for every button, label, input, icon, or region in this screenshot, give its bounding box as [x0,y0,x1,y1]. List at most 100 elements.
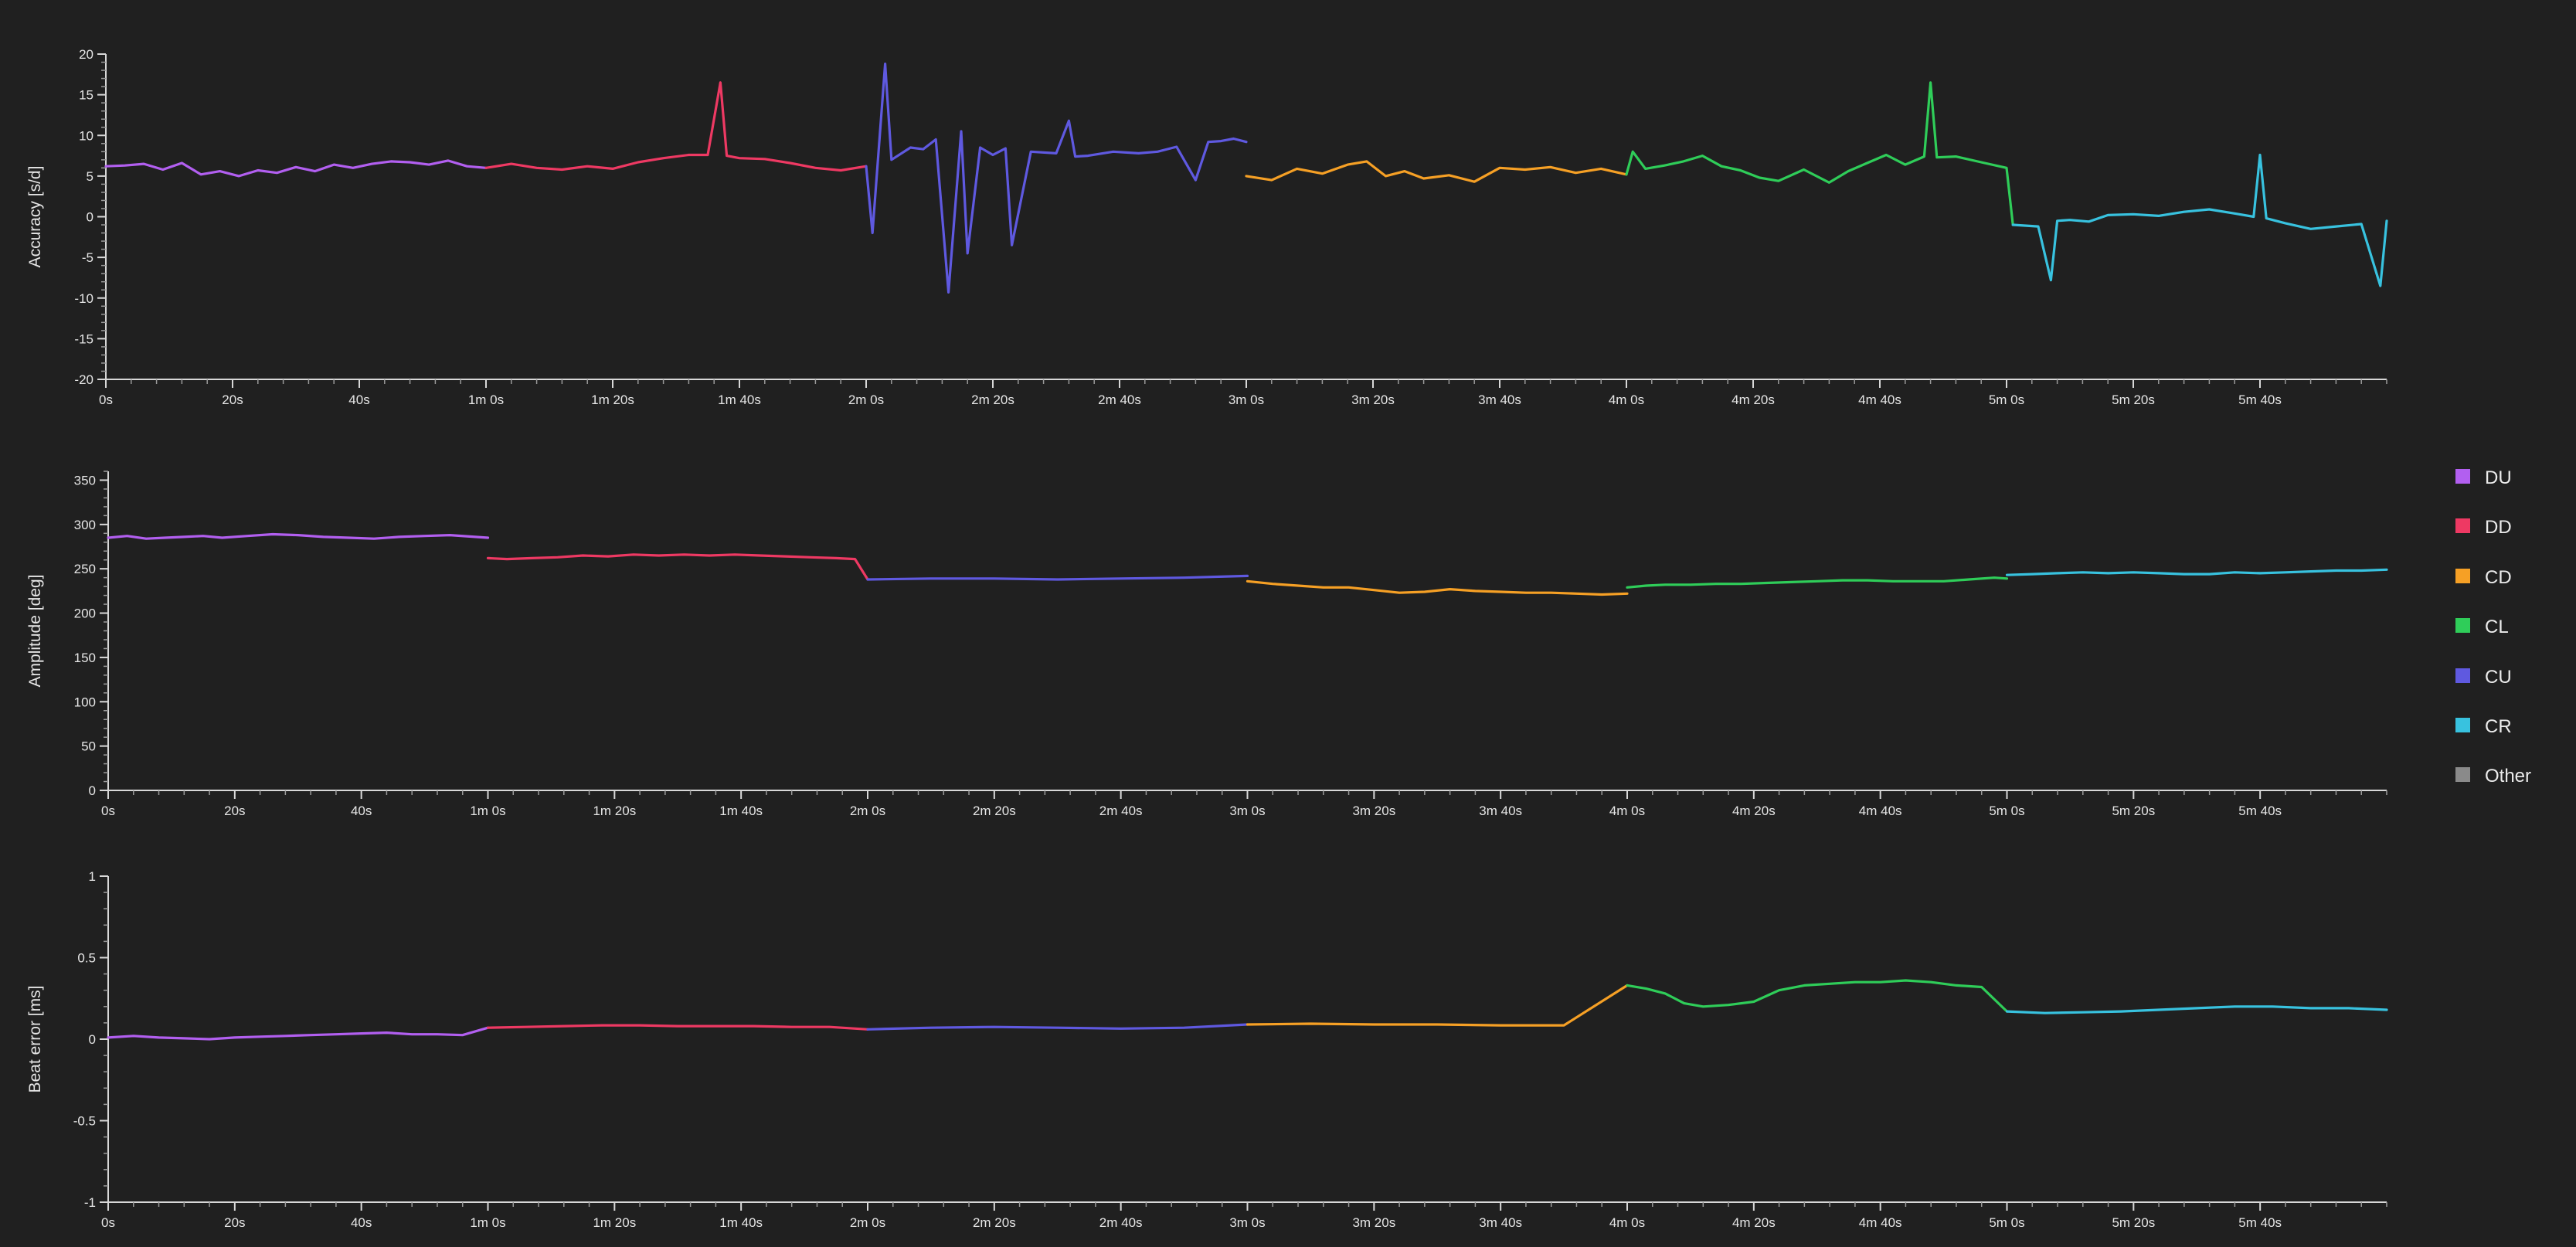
series-line-cu [866,574,1249,581]
y-tick-label: 10 [79,128,93,143]
y-tick-label: 20 [79,47,93,62]
legend-swatch-cl [2455,618,2470,633]
beat-error-chart: -1 -0.5 0 0.5 1 0s 20s 40s 1m 0s 1m 20s 1m 40s 2m 0… [26,869,2388,1230]
legend-item-du[interactable]: DU [2455,467,2512,488]
x-tick-label: 4m 20s [1732,1215,1776,1230]
legend-label-dd: DD [2485,517,2512,538]
x-tick-label: 0s [101,1215,115,1230]
x-tick-label: 4m 0s [1609,804,1645,818]
y-tick-label: 250 [74,562,96,576]
x-tick-label: 2m 40s [1099,1215,1143,1230]
series-line-cr [2005,568,2388,576]
x-tick-label: 2m 20s [973,804,1016,818]
y-tick-label: 200 [74,607,96,621]
x-tick-label: 5m 20s [2112,392,2155,407]
x-tick-label: 2m 0s [850,1215,885,1230]
x-tick-label: 5m 40s [2238,804,2282,818]
legend-item-cl[interactable]: CL [2455,617,2509,637]
series-line-du [104,159,488,178]
series-line-cu [865,62,1248,294]
y-tick-label: -20 [74,372,93,387]
x-tick-label: 3m 40s [1479,1215,1522,1230]
x-tick-label: 3m 20s [1352,804,1395,818]
x-tick-label: 0s [99,392,113,407]
legend-swatch-du [2455,469,2470,484]
y-tick-label: 350 [74,473,96,488]
amplitude-chart: 0 50 100 150 200 250 300 350 0s 20s 40s 1m 0s 1m 20s… [26,471,2388,818]
x-tick-label: 3m 0s [1229,1215,1265,1230]
x-tick-label: 5m 0s [1989,392,2024,407]
x-tick-label: 1m 0s [468,392,504,407]
x-tick-label: 1m 40s [718,392,761,407]
x-tick-label: 5m 20s [2112,804,2155,818]
x-tick-label: 40s [348,392,369,407]
x-tick-label: 2m 0s [850,804,885,818]
x-tick-label: 1m 40s [719,1215,763,1230]
legend-item-cr[interactable]: CR [2455,716,2512,737]
series-line-dd [486,553,869,581]
x-tick-label: 40s [351,1215,372,1230]
x-tick-label: 20s [222,392,243,407]
y-tick-label: 0 [89,1032,96,1047]
legend-item-other[interactable]: Other [2455,766,2531,787]
legend-item-cu[interactable]: CU [2455,667,2512,688]
y-tick-label: 0 [89,783,96,798]
y-tick-label: 15 [79,88,93,103]
legend-swatch-cu [2455,668,2470,683]
series-line-cd [1246,984,1629,1027]
x-tick-label: 4m 40s [1859,804,1902,818]
legend: DU DD CD CL CU CR Other [2455,467,2531,787]
y-tick-label: 100 [74,695,96,709]
legend-label-cu: CU [2485,667,2512,688]
series-line-cd [1245,160,1628,183]
y-tick-label: 0.5 [77,951,96,966]
x-tick-label: 4m 40s [1858,392,1901,407]
y-axis-title: Beat error [ms] [26,986,44,1093]
x-tick-label: 5m 0s [1989,804,2024,818]
legend-item-dd[interactable]: DD [2455,517,2512,538]
legend-label-other: Other [2485,766,2531,787]
x-tick-label: 3m 0s [1229,392,1264,407]
legend-swatch-dd [2455,518,2470,533]
x-tick-label: 4m 40s [1859,1215,1902,1230]
x-tick-label: 4m 0s [1609,1215,1645,1230]
y-tick-label: 50 [81,739,96,754]
x-tick-label: 2m 20s [973,1215,1016,1230]
x-tick-label: 1m 20s [591,392,634,407]
legend-label-cl: CL [2485,617,2509,637]
legend-label-cr: CR [2485,716,2512,737]
y-tick-label: -15 [74,331,93,346]
y-tick-label: 5 [87,169,93,184]
x-tick-label: 0s [101,804,115,818]
x-tick-label: 3m 0s [1229,804,1265,818]
y-tick-label: -1 [84,1195,96,1210]
y-axis-title: Accuracy [s/d] [26,166,44,268]
y-tick-label: -5 [82,250,93,265]
series-line-cl [1626,979,2009,1013]
x-tick-label: 1m 20s [593,1215,636,1230]
x-tick-label: 2m 40s [1098,392,1141,407]
x-tick-label: 20s [224,1215,245,1230]
series-line-cr [2005,1005,2388,1014]
y-tick-label: 300 [74,518,96,532]
x-tick-label: 3m 20s [1352,1215,1395,1230]
x-tick-label: 3m 40s [1479,804,1522,818]
x-tick-label: 4m 0s [1609,392,1644,407]
series-line-du [107,1026,490,1041]
legend-item-cd[interactable]: CD [2455,567,2512,588]
x-tick-label: 2m 0s [848,392,884,407]
series-line-cr [2011,153,2388,287]
legend-swatch-cd [2455,569,2470,583]
x-tick-label: 4m 20s [1732,804,1776,818]
x-tick-label: 5m 40s [2238,1215,2282,1230]
y-axis-title: Amplitude [deg] [26,575,44,688]
x-tick-label: 20s [224,804,245,818]
x-tick-label: 1m 20s [593,804,636,818]
y-tick-label: 150 [74,651,96,665]
x-tick-label: 5m 0s [1989,1215,2024,1230]
x-tick-label: 5m 20s [2112,1215,2155,1230]
x-tick-label: 1m 0s [470,1215,505,1230]
legend-swatch-cr [2455,718,2470,732]
y-tick-label: -0.5 [73,1114,96,1129]
